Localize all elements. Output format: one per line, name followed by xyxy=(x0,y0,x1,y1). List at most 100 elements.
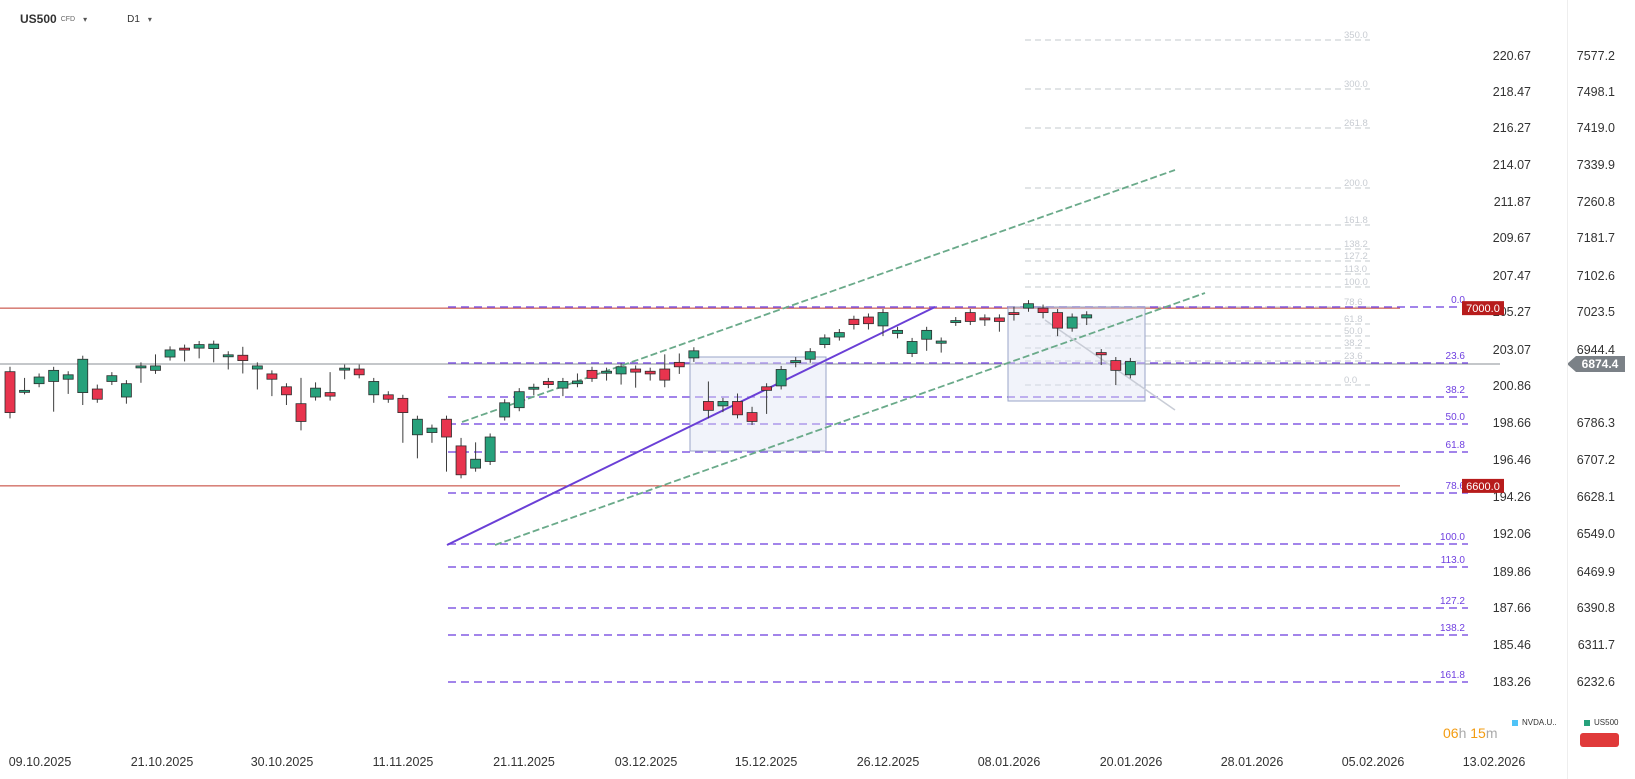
candle[interactable] xyxy=(1095,352,1107,356)
timer-h-unit: h xyxy=(1458,725,1467,741)
fib-label-161.8: 161.8 xyxy=(1440,670,1465,681)
x-tick-label: 21.10.2025 xyxy=(131,755,194,769)
candle[interactable] xyxy=(324,392,336,397)
candle[interactable] xyxy=(237,354,249,361)
candle[interactable] xyxy=(615,366,627,375)
candle[interactable] xyxy=(135,365,147,369)
candle[interactable] xyxy=(281,386,292,396)
candle[interactable] xyxy=(77,358,89,393)
candle[interactable] xyxy=(310,387,321,398)
candle[interactable] xyxy=(295,403,307,422)
last-price-text: 6874.4 xyxy=(1582,357,1619,371)
candle[interactable] xyxy=(703,401,714,411)
candle[interactable] xyxy=(877,312,889,327)
chart-toolbar: US500 CFD ▾ D1 ▾ xyxy=(20,10,152,28)
candle[interactable] xyxy=(353,368,365,376)
legend-us500[interactable]: US500 xyxy=(1584,718,1618,727)
candle[interactable] xyxy=(1037,307,1049,313)
candle[interactable] xyxy=(150,365,161,371)
candle[interactable] xyxy=(935,340,947,344)
candle[interactable] xyxy=(455,445,467,476)
candle[interactable] xyxy=(484,436,496,462)
candle[interactable] xyxy=(179,347,191,351)
candle[interactable] xyxy=(19,389,30,393)
symbol-name[interactable]: US500 xyxy=(20,12,57,26)
candle[interactable] xyxy=(804,351,816,360)
candle[interactable] xyxy=(601,370,612,374)
timeframe-selector[interactable]: D1 xyxy=(127,13,140,25)
candle[interactable] xyxy=(91,388,103,400)
candle[interactable] xyxy=(339,367,351,371)
candle[interactable] xyxy=(33,376,45,385)
trend-line[interactable] xyxy=(446,306,936,546)
candle[interactable] xyxy=(644,370,656,375)
legend-nvda-swatch xyxy=(1512,719,1518,726)
candle[interactable] xyxy=(1124,361,1136,376)
y-tick-left: 185.46 xyxy=(1493,638,1531,652)
candle[interactable] xyxy=(251,365,263,370)
candle[interactable] xyxy=(863,316,874,325)
candle[interactable] xyxy=(1023,303,1034,309)
candle[interactable] xyxy=(411,418,423,436)
candle[interactable] xyxy=(761,386,772,391)
candle[interactable] xyxy=(979,317,991,321)
candle[interactable] xyxy=(528,386,540,390)
candle[interactable] xyxy=(950,320,962,323)
candle[interactable] xyxy=(106,375,118,382)
candle[interactable] xyxy=(892,329,903,334)
fib-faded-label: 113.0 xyxy=(1344,264,1367,275)
candle[interactable] xyxy=(208,343,220,349)
candle[interactable] xyxy=(121,383,132,398)
candle[interactable] xyxy=(4,371,16,413)
symbol-chevron-down-icon[interactable]: ▾ xyxy=(83,14,88,24)
candle[interactable] xyxy=(659,368,671,381)
candle[interactable] xyxy=(48,369,60,382)
candle[interactable] xyxy=(688,350,700,359)
candle[interactable] xyxy=(441,418,452,438)
candle[interactable] xyxy=(164,349,176,358)
candle[interactable] xyxy=(630,368,642,373)
candle[interactable] xyxy=(717,401,729,407)
candle[interactable] xyxy=(833,332,845,338)
candle[interactable] xyxy=(732,401,743,416)
candle[interactable] xyxy=(1052,312,1063,329)
candle[interactable] xyxy=(499,402,511,418)
sell-button[interactable] xyxy=(1580,733,1619,747)
candle[interactable] xyxy=(397,397,409,413)
candle[interactable] xyxy=(382,394,394,400)
candle[interactable] xyxy=(542,381,554,385)
level-badge-7000.0[interactable] xyxy=(1462,301,1504,316)
candle[interactable] xyxy=(673,361,685,368)
candle[interactable] xyxy=(819,337,831,345)
candle[interactable] xyxy=(994,317,1005,322)
candle[interactable] xyxy=(426,427,438,433)
timeframe-chevron-down-icon[interactable]: ▾ xyxy=(147,14,152,24)
candle[interactable] xyxy=(906,341,918,354)
legend-nvda-label: NVDA.U.. xyxy=(1522,718,1557,727)
candle[interactable] xyxy=(470,458,482,469)
channel-lower-line[interactable] xyxy=(494,292,1206,546)
candle[interactable] xyxy=(62,374,74,380)
candle[interactable] xyxy=(222,354,234,358)
candle[interactable] xyxy=(848,318,860,325)
candle[interactable] xyxy=(775,369,787,387)
candle[interactable] xyxy=(921,329,933,340)
candle[interactable] xyxy=(572,380,583,385)
candle[interactable] xyxy=(1008,312,1020,315)
candle[interactable] xyxy=(964,312,976,322)
candle[interactable] xyxy=(746,412,758,422)
candle[interactable] xyxy=(368,381,380,396)
candle[interactable] xyxy=(586,369,598,379)
candle[interactable] xyxy=(513,391,525,409)
channel-upper-line[interactable] xyxy=(461,169,1176,423)
candle[interactable] xyxy=(266,373,278,380)
legend-nvda[interactable]: NVDA.U.. xyxy=(1512,718,1557,727)
candle[interactable] xyxy=(790,360,802,363)
candle[interactable] xyxy=(193,344,205,349)
candle[interactable] xyxy=(1066,316,1078,329)
candle[interactable] xyxy=(1110,360,1122,371)
candle[interactable] xyxy=(1081,314,1093,319)
level-badge-6600.0[interactable] xyxy=(1462,478,1504,493)
candle[interactable] xyxy=(557,381,569,389)
